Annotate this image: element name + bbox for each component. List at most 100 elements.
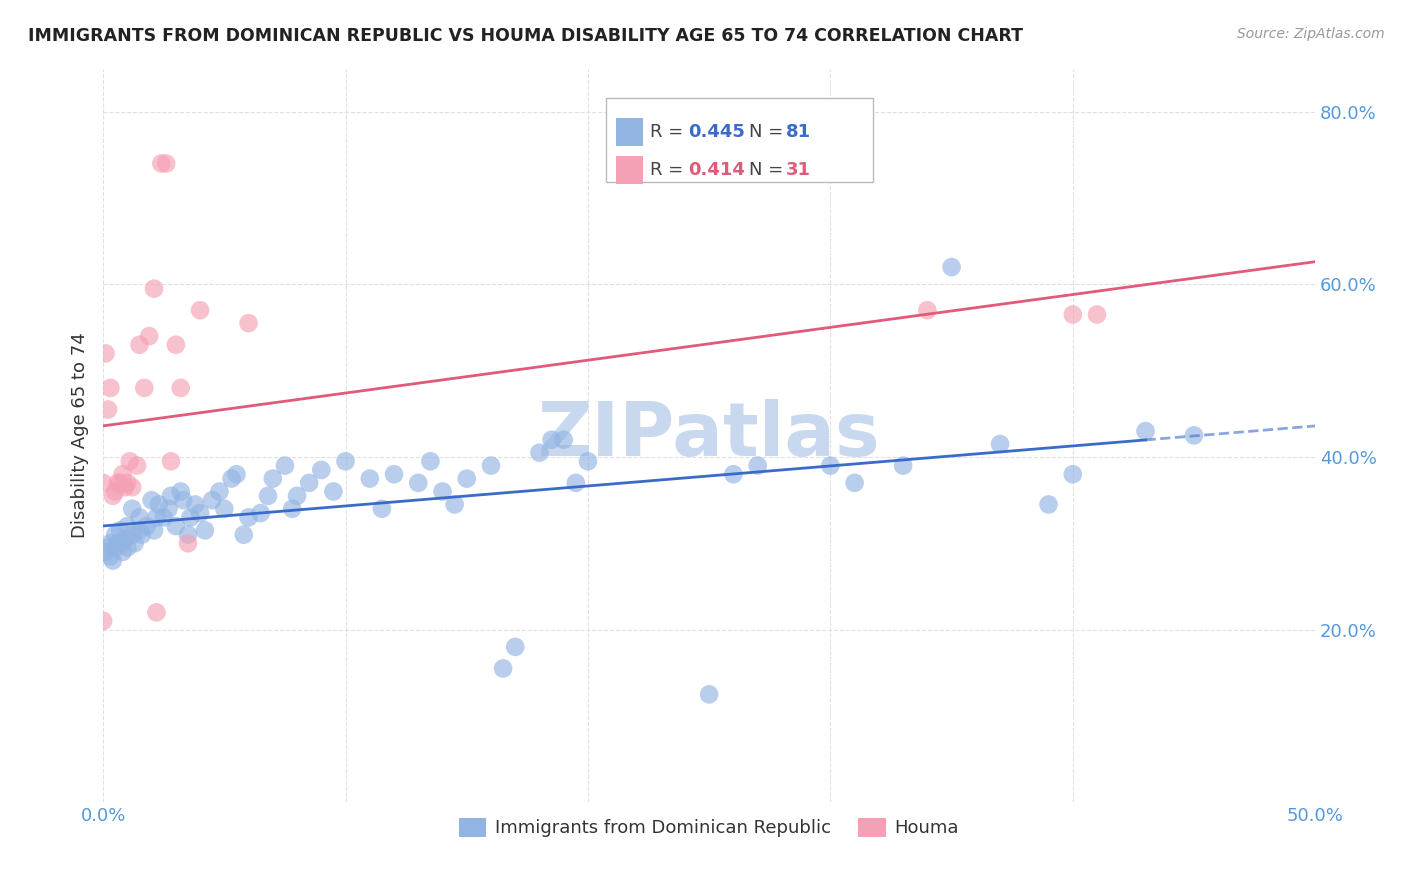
Point [97,402,120,417]
Point [135,519,157,533]
Point [529,445,551,459]
Point [121,480,143,494]
Point [117,475,139,490]
Point [285,489,308,503]
Point [141,493,163,508]
Point [238,316,260,330]
Y-axis label: Disability Age 65 to 74: Disability Age 65 to 74 [72,333,89,538]
Point [221,471,243,485]
Point [131,527,153,541]
Point [747,458,769,473]
Point [177,536,200,550]
Point [443,498,465,512]
Point [917,303,939,318]
Point [91,475,114,490]
Point [97,541,120,555]
Point [432,484,454,499]
FancyBboxPatch shape [606,98,873,182]
Point [148,498,170,512]
Point [165,519,187,533]
Point [143,524,166,538]
Point [322,484,344,499]
Point [128,337,150,351]
Point [479,458,502,473]
Point [170,484,193,499]
Point [118,454,141,468]
Point [94,545,117,559]
Point [820,458,842,473]
Point [208,484,231,499]
FancyBboxPatch shape [616,155,643,184]
Point [111,545,134,559]
Point [941,260,963,274]
Point [565,475,588,490]
Point [91,614,114,628]
Point [298,475,321,490]
Point [145,605,167,619]
Point [1085,308,1108,322]
Point [107,475,129,490]
Text: IMMIGRANTS FROM DOMINICAN REPUBLIC VS HOUMA DISABILITY AGE 65 TO 74 CORRELATION : IMMIGRANTS FROM DOMINICAN REPUBLIC VS HO… [28,27,1024,45]
Point [101,553,124,567]
Point [125,458,148,473]
Point [281,501,304,516]
Point [723,467,745,482]
FancyBboxPatch shape [616,118,643,145]
Point [100,381,122,395]
Point [138,329,160,343]
Point [114,480,136,494]
Point [157,501,180,516]
Point [371,501,394,516]
Point [201,493,224,508]
Point [160,489,183,503]
Point [117,519,139,533]
Point [1182,428,1205,442]
Point [117,541,139,555]
Point [152,510,174,524]
Point [155,156,177,170]
Point [121,527,143,541]
Point [456,471,478,485]
Point [100,536,122,550]
Point [111,467,134,482]
Point [214,501,236,516]
Point [177,527,200,541]
Point [134,381,156,395]
Text: Source: ZipAtlas.com: Source: ZipAtlas.com [1237,27,1385,41]
Point [160,454,183,468]
Text: N =: N = [749,122,789,141]
Point [108,475,131,490]
Point [104,541,127,555]
Point [104,484,127,499]
Text: N =: N = [749,161,789,178]
Text: 0.414: 0.414 [689,161,745,178]
Point [100,549,122,564]
Point [988,437,1011,451]
Point [891,458,914,473]
Point [165,337,187,351]
Point [172,493,194,508]
Text: R =: R = [650,122,689,141]
Legend: Immigrants from Dominican Republic, Houma: Immigrants from Dominican Republic, Houm… [453,811,966,845]
Point [114,532,136,546]
Point [262,471,284,485]
Point [359,471,381,485]
Text: 0.445: 0.445 [689,122,745,141]
Point [150,156,173,170]
Point [553,433,575,447]
Point [128,510,150,524]
Text: 81: 81 [786,122,811,141]
Point [382,467,405,482]
Point [128,524,150,538]
Point [124,536,146,550]
Point [225,467,247,482]
Point [419,454,441,468]
Point [194,524,217,538]
Text: R =: R = [650,161,689,178]
Point [184,498,207,512]
Point [111,536,134,550]
Point [1038,498,1060,512]
Point [406,475,429,490]
Point [108,524,131,538]
Point [188,303,211,318]
